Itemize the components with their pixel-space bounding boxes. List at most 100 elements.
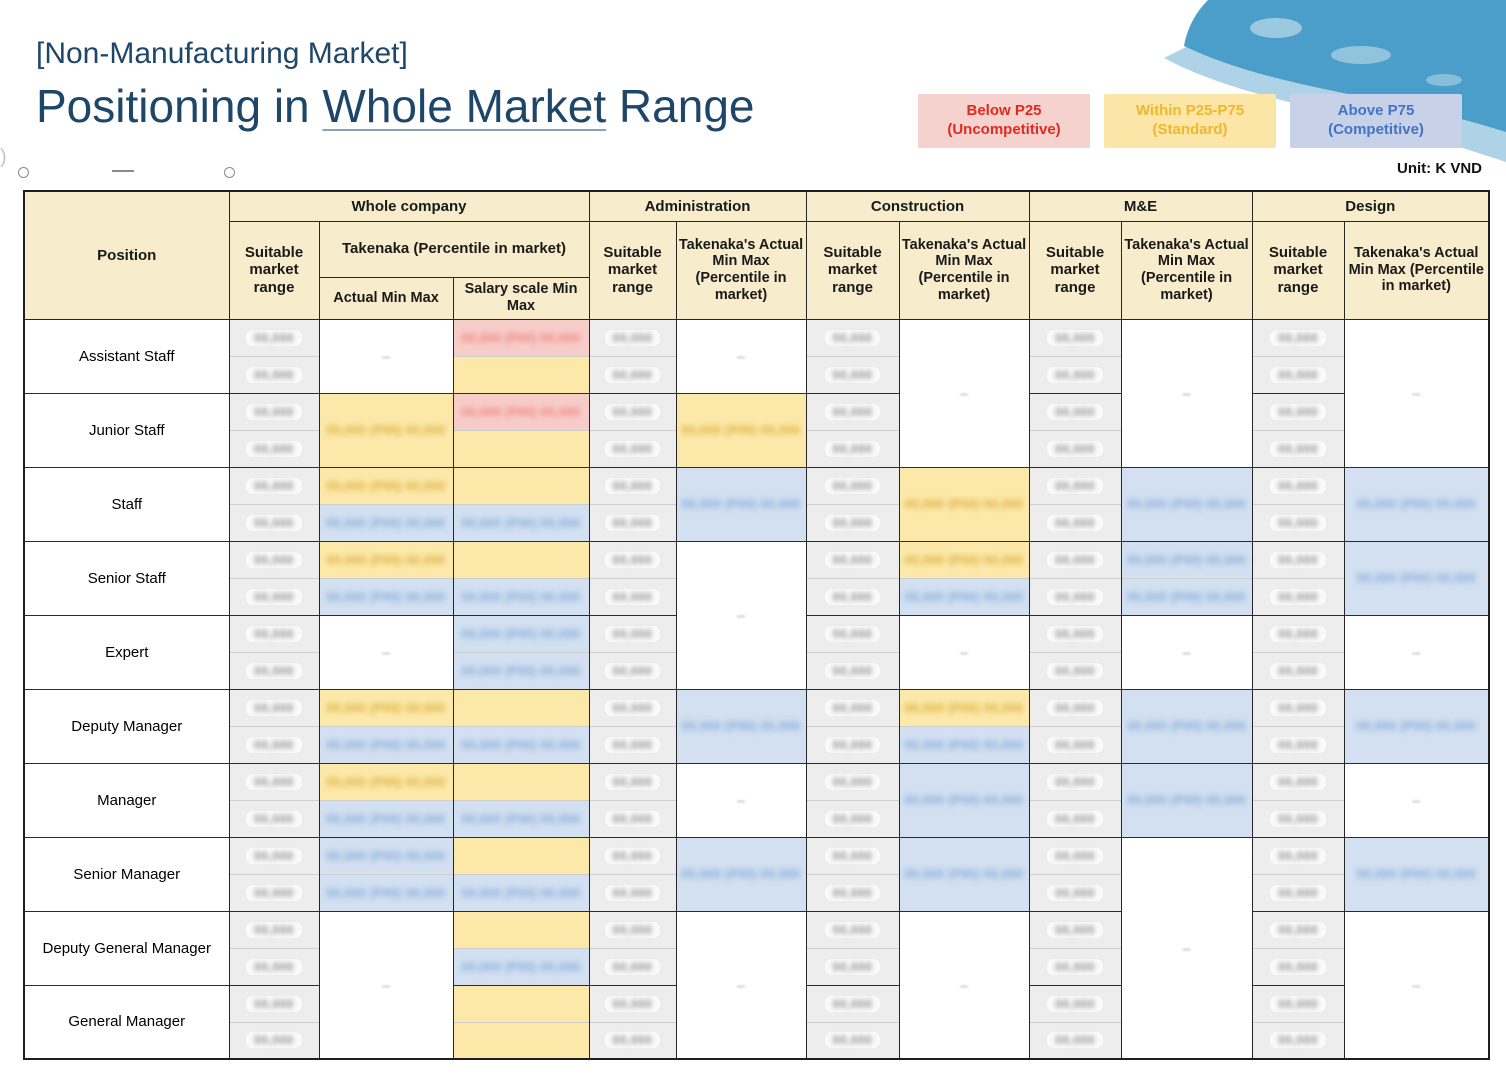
suitable-range-cell: 00,000 [1028, 614, 1122, 652]
title-prefix: Positioning in [36, 80, 323, 132]
suitable-range-cell: 00,000 [1251, 503, 1345, 541]
title-suffix: Range [606, 80, 755, 132]
suitable-range-cell: 00,000 [228, 725, 320, 763]
whole-actual-cell: 00,000 (P00) 00,000 [318, 725, 454, 763]
whole-salary-cell [452, 355, 590, 393]
resize-handle-icon [224, 167, 235, 178]
suitable-range-cell: 00,000 [228, 910, 320, 948]
col-header-suitable-range: Suitable market range [1028, 220, 1122, 320]
whole-actual-cell: 00,000 (P00) 00,000 [318, 762, 454, 800]
me-takenaka-cell: 00,000 (P00) 00,000 [1120, 577, 1253, 615]
suitable-range-cell: 00,000 [1028, 392, 1122, 430]
suitable-range-cell: 00,000 [1028, 651, 1122, 689]
table-row: 00,000 00,000 (P00) 00,000 00,000 (P00) 00… [24, 577, 1489, 615]
constr-takenaka-cell: 00,000 (P00) 00,000 [898, 577, 1030, 615]
whole-salary-cell: 00,000 (P00) 00,000 [452, 873, 590, 911]
suitable-range-cell: 00,000 [588, 762, 677, 800]
design-takenaka-cell: 00,000 (P00) 00,000 [1343, 688, 1490, 763]
table-row: General Manager 00,000 00,000 00,000 00,000 0… [23, 984, 1489, 1059]
suitable-range-cell: 00,000 [588, 873, 677, 911]
col-header-takenaka: Takenaka's Actual Min Max (Percentile in… [675, 220, 807, 320]
suitable-range-cell: 00,000 [1028, 725, 1122, 763]
suitable-range-cell: 00,000 [1028, 429, 1122, 467]
resize-handle-icon [18, 167, 29, 178]
col-header-takenaka-group: Takenaka (Percentile in market) [318, 220, 590, 278]
design-takenaka-cell: – [1343, 318, 1490, 467]
legend-label: Above P75 [1337, 102, 1415, 120]
suitable-range-cell: 00,000 [588, 540, 677, 578]
suitable-range-cell: 00,000 [588, 503, 677, 541]
group-header-construction: Construction [805, 190, 1030, 222]
legend-label: Below P25 [966, 102, 1042, 120]
suitable-range-cell: 00,000 [1251, 688, 1345, 726]
whole-actual-cell: 00,000 (P00) 00,000 [318, 873, 454, 911]
suitable-range-cell: 00,000 [1251, 651, 1345, 689]
suitable-range-cell: 00,000 [1028, 947, 1122, 985]
admin-takenaka-cell: – [675, 540, 807, 689]
whole-salary-cell [452, 762, 590, 800]
group-header-whole-company: Whole company [228, 190, 590, 222]
suitable-range-cell: 00,000 [1251, 725, 1345, 763]
design-takenaka-cell: – [1343, 910, 1490, 1059]
me-takenaka-cell: 00,000 (P00) 00,000 [1120, 466, 1253, 541]
suitable-range-cell: 00,000 [1028, 984, 1122, 1022]
legend-sublabel: (Competitive) [1328, 121, 1424, 138]
table-row: Expert 00,000–00,000 (P00) 00,000 00,000 00… [23, 614, 1490, 689]
suitable-range-cell: 00,000 [1028, 762, 1122, 800]
suitable-range-cell: 00,000 [1028, 873, 1122, 911]
legend-above-p75: Above P75 (Competitive) [1290, 94, 1462, 148]
whole-salary-cell: 00,000 (P00) 00,000 [452, 651, 590, 689]
whole-salary-cell: 00,000 (P00) 00,000 [452, 799, 590, 837]
whole-actual-cell: – [318, 910, 454, 1059]
suitable-range-cell: 00,000 [805, 540, 900, 578]
constr-takenaka-cell: 00,000 (P00) 00,000 [898, 725, 1030, 763]
constr-takenaka-cell: 00,000 (P00) 00,000 [898, 466, 1030, 541]
suitable-range-cell: 00,000 [228, 799, 320, 837]
suitable-range-cell: 00,000 [1028, 1021, 1122, 1059]
col-header-takenaka: Takenaka's Actual Min Max (Percentile in… [1343, 220, 1490, 320]
whole-salary-cell [452, 836, 590, 874]
me-takenaka-cell: – [1120, 836, 1253, 1059]
suitable-range-cell: 00,000 [588, 799, 677, 837]
col-header-takenaka: Takenaka's Actual Min Max (Percentile in… [1120, 220, 1253, 320]
suitable-range-cell: 00,000 [805, 688, 900, 726]
suitable-range-cell: 00,000 [805, 651, 900, 689]
suitable-range-cell: 00,000 [1028, 688, 1122, 726]
suitable-range-cell: 00,000 [228, 688, 320, 726]
suitable-range-cell: 00,000 [588, 984, 677, 1022]
suitable-range-cell: 00,000 [1251, 614, 1345, 652]
suitable-range-cell: 00,000 [1251, 318, 1345, 356]
admin-takenaka-cell: – [675, 318, 807, 393]
suitable-range-cell: 00,000 [228, 873, 320, 911]
table-row: 00,000 00,000 (P00) 00,000 00,000 00,000 00,… [24, 947, 1489, 985]
table-body: Assistant Staff 00,000–00,000 (P00) 00,00… [23, 318, 1490, 1059]
title-block: [Non-Manufacturing Market] Positioning i… [36, 36, 755, 136]
constr-takenaka-cell: 00,000 (P00) 00,000 [898, 762, 1030, 837]
suitable-range-cell: 00,000 [1251, 799, 1345, 837]
col-header-suitable-range: Suitable market range [228, 220, 320, 320]
whole-actual-cell: 00,000 (P00) 00,000 [318, 503, 454, 541]
admin-takenaka-cell: 00,000 (P00) 00,000 [675, 836, 807, 911]
legend: Below P25 (Uncompetitive) Within P25-P75… [918, 94, 1462, 148]
suitable-range-cell: 00,000 [588, 392, 677, 430]
legend-sublabel: (Standard) [1152, 121, 1228, 138]
row-label: Manager [23, 762, 230, 837]
suitable-range-cell: 00,000 [1251, 762, 1345, 800]
table-row: 00,000 00,000 (P00) 00,000 00,000 (P00) 00… [24, 873, 1489, 911]
col-header-actual-min-max: Actual Min Max [318, 276, 454, 320]
suitable-range-cell: 00,000 [1028, 799, 1122, 837]
whole-salary-cell: 00,000 (P00) 00,000 [452, 725, 590, 763]
whole-salary-cell [452, 984, 590, 1022]
group-header-me: M&E [1028, 190, 1253, 222]
suitable-range-cell: 00,000 [1251, 577, 1345, 615]
suitable-range-cell: 00,000 [805, 503, 900, 541]
suitable-range-cell: 00,000 [1028, 910, 1122, 948]
group-header-administration: Administration [588, 190, 807, 222]
suitable-range-cell: 00,000 [1028, 318, 1122, 356]
me-takenaka-cell: 00,000 (P00) 00,000 [1120, 762, 1253, 837]
row-label: Senior Staff [23, 540, 230, 615]
suitable-range-cell: 00,000 [1251, 910, 1345, 948]
suitable-range-cell: 00,000 [228, 466, 320, 504]
me-takenaka-cell: 00,000 (P00) 00,000 [1120, 540, 1253, 578]
col-header-suitable-range: Suitable market range [805, 220, 900, 320]
